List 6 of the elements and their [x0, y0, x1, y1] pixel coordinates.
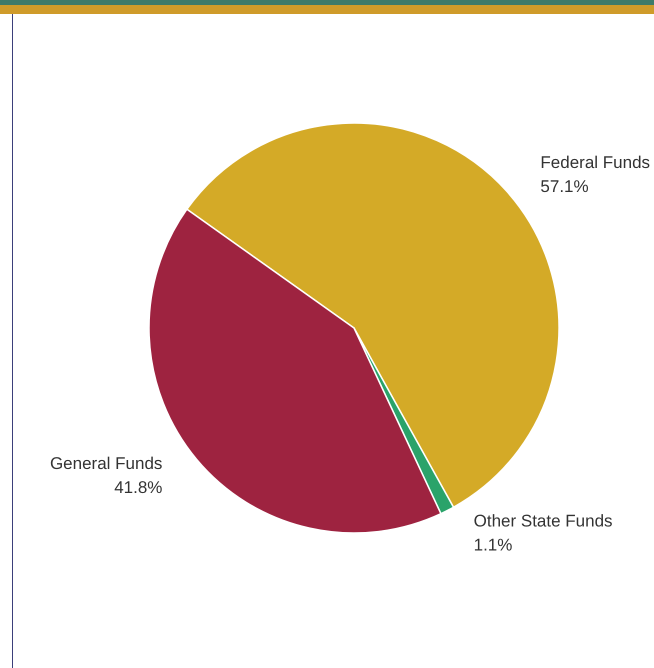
slice-label: Other State Funds — [474, 511, 613, 530]
slice-label: Federal Funds — [540, 153, 650, 172]
data-label: 1.1% — [474, 535, 512, 554]
data-label: 41.8% — [114, 478, 162, 497]
data-label: 57.1% — [540, 177, 589, 196]
slice-label: General Funds — [50, 454, 162, 473]
